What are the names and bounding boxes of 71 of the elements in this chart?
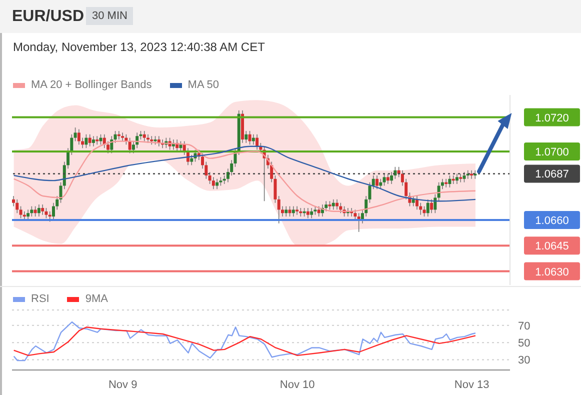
candlestick	[114, 130, 117, 144]
candlestick	[19, 206, 22, 219]
candlestick	[372, 175, 375, 190]
candlestick	[310, 208, 314, 219]
candlestick	[354, 209, 357, 220]
candlestick	[296, 206, 299, 216]
candlestick	[430, 199, 434, 214]
candlestick	[434, 194, 437, 214]
candlestick	[41, 204, 44, 216]
candlestick	[284, 206, 288, 217]
candlestick	[37, 204, 40, 217]
candlestick	[437, 182, 440, 202]
candlestick	[84, 134, 88, 148]
candlestick	[142, 130, 146, 142]
y-tick-label: 70	[518, 320, 530, 332]
candlestick	[88, 134, 92, 147]
candlestick	[455, 173, 458, 184]
candlestick	[248, 130, 252, 146]
line-series	[13, 326, 476, 356]
y-tick-label: 1.0645	[535, 240, 569, 253]
y-tick-label: 30	[518, 354, 530, 367]
candlestick	[244, 130, 248, 144]
candlestick	[74, 127, 77, 142]
text: 30 MIN	[86, 7, 134, 25]
candlestick	[422, 206, 426, 217]
candlestick	[382, 173, 386, 186]
candlestick	[288, 206, 292, 217]
candlestick	[292, 206, 295, 217]
candlestick	[306, 208, 310, 219]
candlestick	[256, 134, 259, 150]
candlestick	[462, 172, 466, 183]
candlestick	[30, 206, 34, 217]
candlestick	[34, 206, 37, 217]
candlestick	[92, 136, 95, 147]
candlestick	[212, 176, 215, 190]
candlestick	[448, 175, 452, 188]
candlestick	[386, 173, 390, 184]
y-tick-label: 50	[518, 337, 530, 350]
candlestick	[390, 172, 394, 184]
x-tick-label: Nov 10	[280, 378, 315, 391]
candlestick	[77, 128, 80, 146]
legend-label: MA 20 + Bollinger Bands	[31, 79, 152, 91]
x-tick-label: Nov 13	[454, 378, 490, 391]
candlestick	[277, 196, 280, 224]
candlestick	[44, 208, 48, 219]
legend-label: 9MA	[85, 293, 108, 305]
candlestick	[110, 136, 114, 154]
candlestick	[128, 137, 132, 154]
legend-label: MA 50	[188, 79, 219, 91]
candlestick	[426, 199, 430, 217]
candlestick	[470, 170, 474, 180]
candlestick	[336, 199, 339, 210]
chart-title: EUR/USD	[12, 8, 84, 26]
candlestick	[459, 173, 462, 183]
y-tick-label: 1.0630	[535, 266, 569, 278]
y-tick-label: 1.0700	[535, 146, 569, 158]
line-series	[13, 140, 476, 212]
candlestick	[179, 140, 182, 152]
y-tick-label: 1.0720	[535, 112, 569, 124]
line-series	[13, 321, 476, 362]
y-tick-label: 1.0687	[535, 168, 569, 181]
candlestick	[376, 175, 379, 190]
chart-subtitle: Monday, November 13, 2023 12:40:38 AM CET	[13, 40, 265, 54]
candlestick	[332, 199, 335, 210]
y-tick-label: 1.0660	[535, 214, 569, 227]
candlestick	[16, 199, 19, 214]
candlestick	[317, 206, 320, 217]
candlestick	[190, 154, 194, 166]
candlestick	[26, 209, 30, 220]
x-tick-label: Nov 9	[108, 378, 138, 391]
legend-label: RSI	[31, 293, 50, 305]
